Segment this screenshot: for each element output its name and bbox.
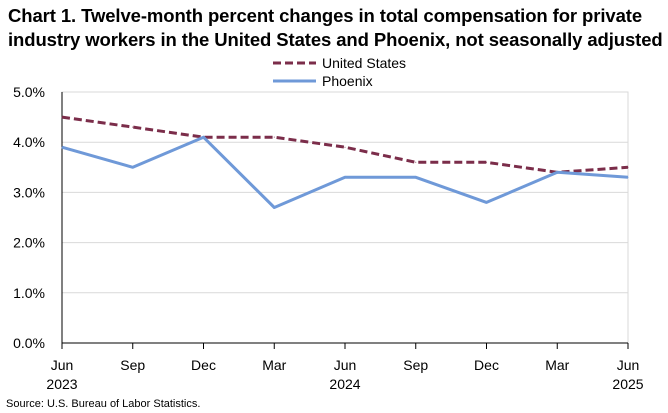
x-tick-label-3: Mar <box>262 357 286 373</box>
series-line-phoenix <box>61 135 629 209</box>
data-point-s0-5 <box>415 161 417 163</box>
data-point-s0-3 <box>273 136 275 138</box>
x-tick-label-8: Jun <box>617 357 640 373</box>
data-point-s0-4 <box>344 146 346 148</box>
y-tick-label-3: 3.0% <box>13 184 45 200</box>
data-point-s1-5 <box>415 176 417 178</box>
data-point-s1-7 <box>556 171 558 173</box>
legend-label-0: United States <box>322 55 406 71</box>
data-point-s0-6 <box>486 161 487 163</box>
x-year-label-4: 2024 <box>329 376 360 392</box>
y-tick-label-2: 2.0% <box>13 235 45 251</box>
x-tick-label-2: Dec <box>191 357 216 373</box>
x-tick-label-7: Mar <box>545 357 569 373</box>
data-point-s1-1 <box>132 166 134 168</box>
data-point-s0-1 <box>132 126 134 128</box>
x-tick-label-0: Jun <box>51 357 74 373</box>
chart-title-line-1: Chart 1. Twelve-month percent changes in… <box>8 5 643 26</box>
y-tick-label-5: 5.0% <box>13 84 45 100</box>
data-point-s1-8 <box>627 176 629 178</box>
source-note: Source: U.S. Bureau of Labor Statistics. <box>6 398 201 410</box>
data-point-s0-0 <box>61 116 63 118</box>
y-tick-label-4: 4.0% <box>13 134 45 150</box>
x-tick-label-1: Sep <box>120 357 145 373</box>
x-year-label-8: 2025 <box>612 376 643 392</box>
data-point-s1-2 <box>203 136 204 138</box>
data-point-s1-6 <box>486 201 487 203</box>
y-tick-label-1: 1.0% <box>13 285 45 301</box>
x-year-label-0: 2023 <box>46 376 77 392</box>
series-line-united-states <box>61 115 629 174</box>
x-tick-label-6: Dec <box>474 357 499 373</box>
data-point-s1-3 <box>273 206 275 208</box>
data-point-s1-4 <box>344 176 346 178</box>
y-tick-label-0: 0.0% <box>13 335 45 351</box>
legend-label-1: Phoenix <box>322 73 373 89</box>
chart-title: Chart 1. Twelve-month percent changes in… <box>8 4 663 52</box>
x-tick-label-5: Sep <box>403 357 428 373</box>
x-tick-label-4: Jun <box>334 357 357 373</box>
chart-title-line-2: industry workers in the United States an… <box>8 29 663 50</box>
data-point-s0-8 <box>627 166 629 168</box>
data-point-s1-0 <box>61 146 63 148</box>
